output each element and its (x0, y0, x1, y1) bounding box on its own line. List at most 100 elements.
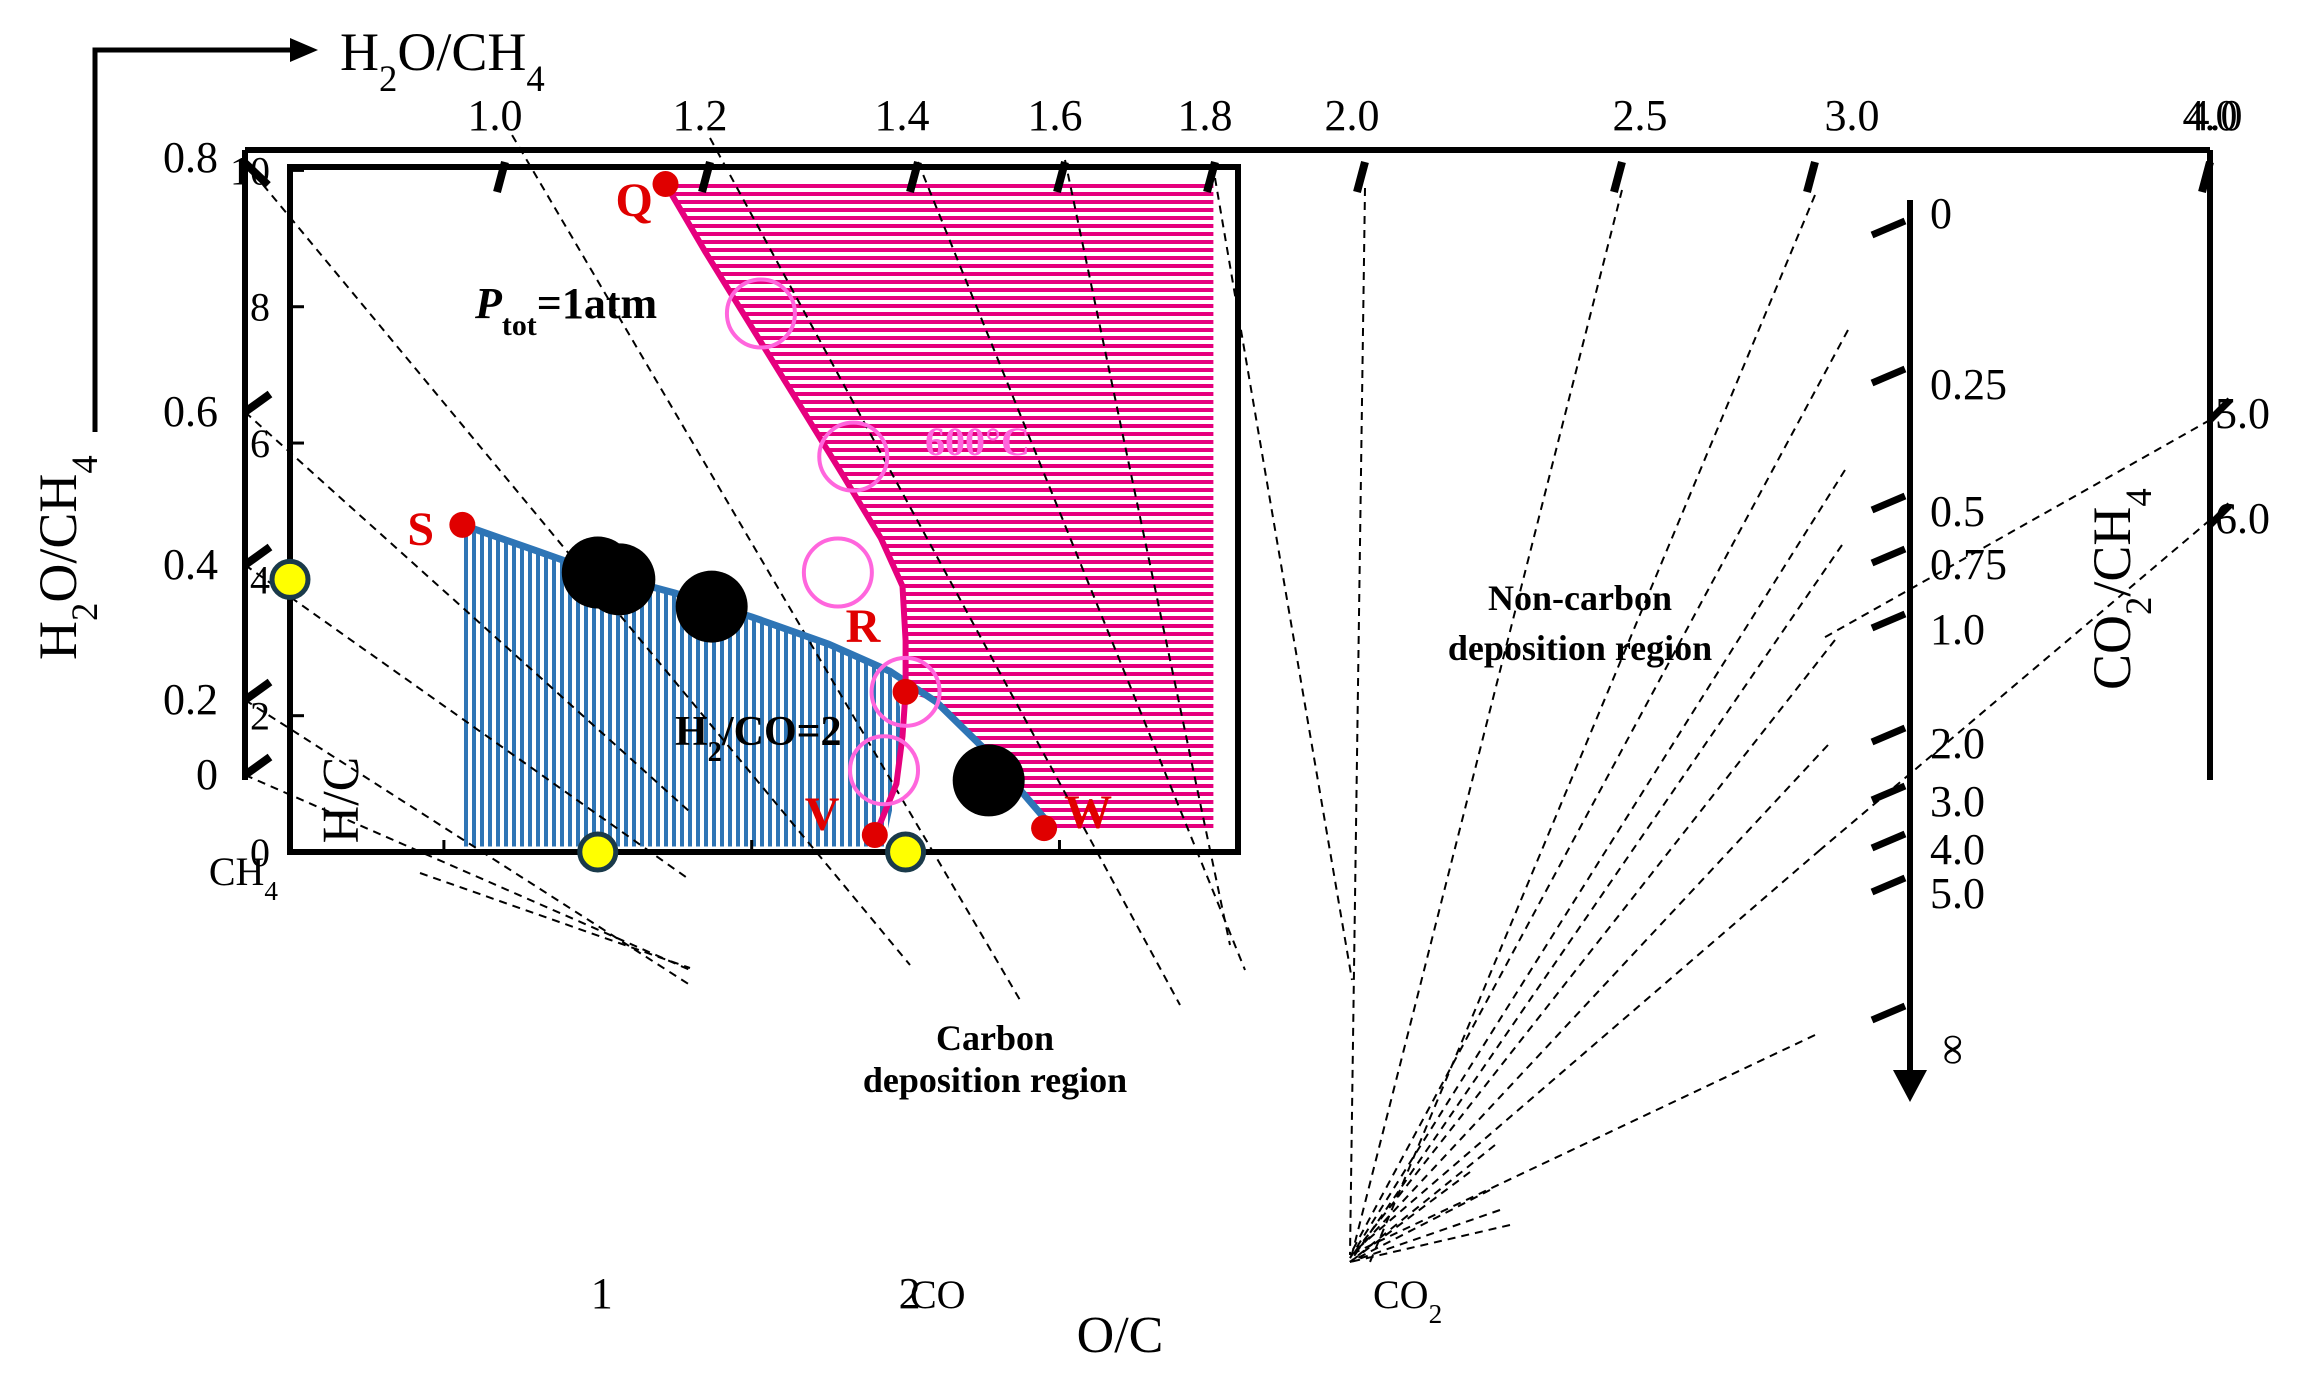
right-axis-tick-7 (1870, 830, 1907, 852)
top-axis-tick-label-5: 2.0 (1325, 91, 1380, 140)
top-axis-tick-6 (1610, 160, 1626, 194)
guide-line-21 (1819, 419, 2211, 641)
top-axis-tick-label-0: 1.0 (468, 91, 523, 140)
far-right-axis-tick-label-0: 4.0 (2188, 91, 2243, 140)
top-axis-tick-3 (1053, 160, 1069, 194)
y-tick-label-1: 2 (250, 694, 270, 739)
left-axis-tick-2 (242, 678, 273, 704)
right-axis-tick-label-0: 0 (1930, 189, 1952, 238)
open-circle-1 (817, 420, 890, 493)
y-tick-label-3: 6 (250, 421, 270, 466)
right-axis-tick-1 (1870, 365, 1907, 387)
right-axis-tick-label-1: 0.25 (1930, 360, 2007, 409)
carbon-region-label-line1: Carbon (936, 1018, 1054, 1058)
guide-line-20 (1349, 1034, 1816, 1256)
far-right-axis-tick-label-2: 6.0 (2215, 494, 2270, 543)
right-axis-tick-0 (1870, 217, 1907, 239)
top-axis-tick-2 (906, 160, 922, 194)
regions (462, 182, 1800, 1107)
top-left-arrow-line (92, 47, 295, 432)
guide-line-24 (1349, 1189, 1491, 1263)
point-label-s: S (407, 503, 434, 556)
point-v (861, 821, 888, 848)
top-left-arrowhead (290, 38, 318, 62)
far-right-axis-tick-1 (2207, 397, 2233, 423)
right-axis-title: CO2/CH4 (2082, 488, 2159, 690)
top-axis-tick-1 (698, 160, 714, 194)
black-marker-3 (952, 744, 1025, 817)
guide-line-5 (1214, 177, 1353, 981)
carbon-deposition-region (462, 524, 903, 847)
left-axis-tick-label-1: 0.4 (163, 540, 218, 589)
right-axis-tick-label-5: 2.0 (1930, 719, 1985, 768)
guide-line-11 (244, 699, 691, 986)
guide-line-9 (244, 411, 691, 813)
temperature-label: 600°C (925, 419, 1030, 464)
guide-line-18 (1349, 744, 1829, 1259)
right-axis-arrowhead (1893, 1070, 1927, 1102)
left-axis-title: H2O/CH4 (28, 455, 105, 660)
right-axis-tick-6 (1870, 782, 1907, 804)
y-tick-label-2: 4 (250, 557, 270, 602)
guide-line-27 (1349, 1144, 1496, 1263)
open-circle-4 (848, 734, 921, 807)
right-axis-tick-3 (1870, 545, 1907, 567)
guide-line-8 (1369, 194, 1816, 1263)
species-point-co (577, 831, 619, 873)
right-axis-tick-label-9: ∞ (1930, 1034, 1979, 1065)
y-tick-label-5: 10 (230, 148, 270, 193)
y-tick-label-0: 0 (250, 830, 270, 875)
right-axis-tick-4 (1870, 610, 1907, 632)
guide-line-19 (1349, 849, 1821, 1256)
point-q (652, 171, 679, 198)
left-axis-top-tick (242, 160, 271, 188)
open-circle-0 (724, 277, 797, 350)
black-marker-2 (675, 570, 748, 643)
guide-line-12 (244, 774, 691, 971)
guide-line-7 (1349, 189, 1623, 1263)
temperature-curve-600c (662, 182, 909, 837)
carbon-region-label-line2: deposition region (863, 1060, 1127, 1100)
far-right-axis-tick-label-1: 5.0 (2215, 389, 2270, 438)
y-tick-label-4: 8 (250, 285, 270, 330)
species-label-co: CO (910, 1272, 966, 1317)
right-axis-tick-label-4: 1.0 (1930, 605, 1985, 654)
point-label-v: V (805, 788, 840, 841)
right-axis-tick-label-2: 0.5 (1930, 487, 1985, 536)
guide-line-23 (1349, 1171, 1471, 1263)
left-axis-tick-3 (242, 753, 273, 779)
point-label-q: Q (616, 174, 653, 227)
right-axis-tick-5 (1870, 724, 1907, 746)
species-point-ch4 (269, 558, 311, 600)
species-label-ch4: CH4 (209, 849, 279, 906)
point-s (449, 511, 476, 538)
x-axis-label: O/C (1077, 1307, 1164, 1364)
species-point-co2 (885, 831, 927, 873)
noncarbon-region-label-box (1380, 555, 1800, 690)
far-right-axis-tick-2 (2207, 502, 2233, 528)
top-axis-tick-label-7: 3.0 (1825, 91, 1880, 140)
right-axis-tick-8 (1870, 874, 1907, 896)
left-axis-tick-label-2: 0.2 (163, 675, 218, 724)
left-axis-tick-0 (242, 390, 273, 416)
guide-line-13 (419, 872, 691, 969)
point-r (892, 678, 919, 705)
top-axis-tick-4 (1203, 160, 1219, 194)
top-axis-tick-0 (493, 160, 509, 194)
top-axis-title: H2O/CH4 (340, 22, 545, 99)
top-axis-tick-label-6: 2.5 (1613, 91, 1668, 140)
top-axis-tick-label-1: 1.2 (673, 91, 728, 140)
plot-frame-rect (287, 164, 1241, 855)
non-carbon-deposition-region (665, 182, 1214, 829)
markers (269, 171, 1058, 873)
x-tick-label-0: 1 (591, 1269, 613, 1318)
pressure-label: Ptot=1atm (474, 279, 657, 342)
top-axis-tick-label-2: 1.4 (875, 91, 930, 140)
right-axis-tick-9 (1870, 1002, 1907, 1024)
point-label-w: W (1064, 786, 1112, 839)
black-marker-1 (583, 543, 656, 616)
top-axis-tick-7 (1803, 160, 1819, 194)
guide-line-17 (1349, 639, 1836, 1259)
